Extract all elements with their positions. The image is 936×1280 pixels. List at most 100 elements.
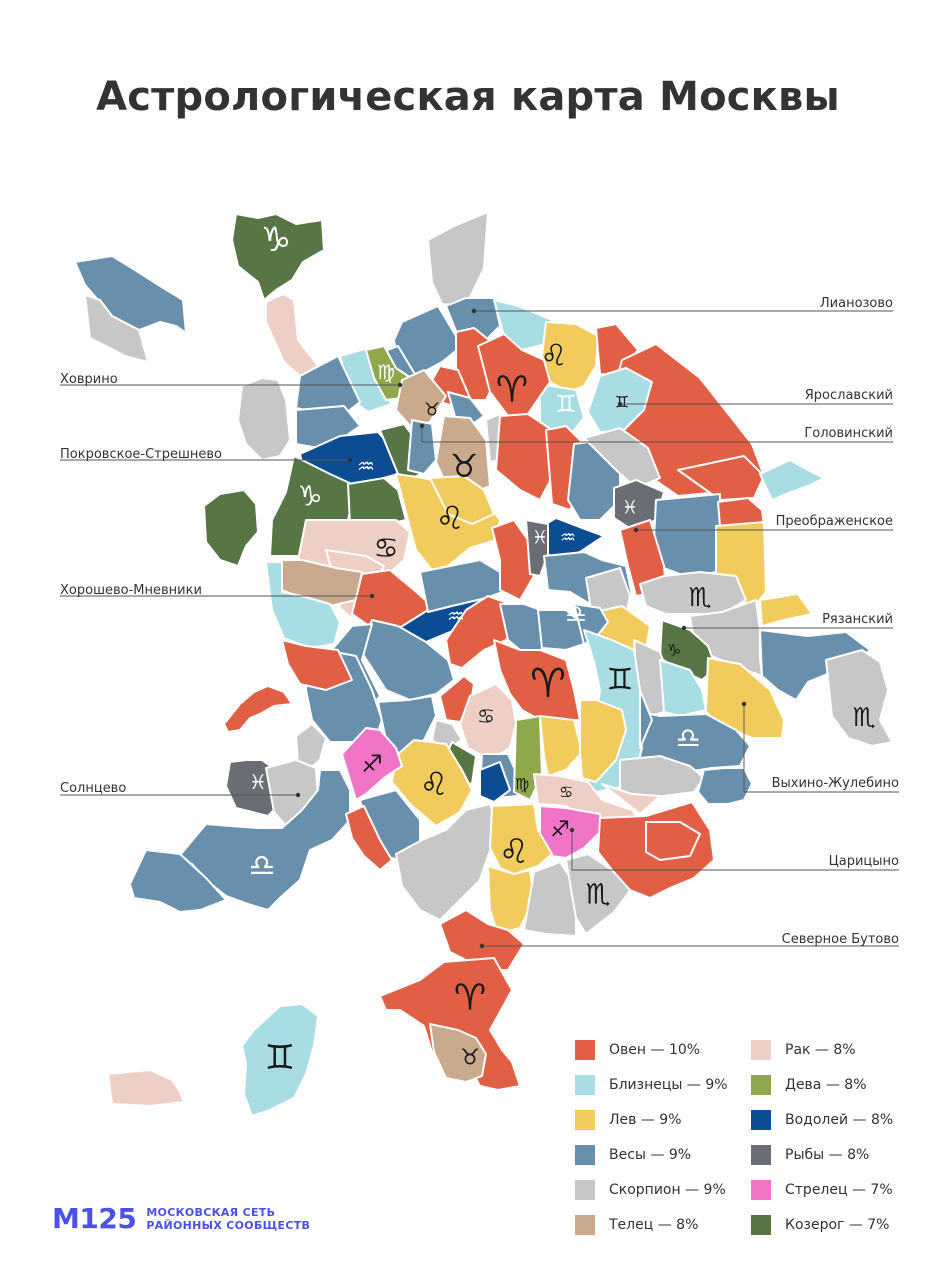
zodiac-Овен-icon: ♈ [454, 978, 486, 1019]
zodiac-Водолей-icon: ♒ [447, 604, 465, 628]
legend-swatch [575, 1040, 595, 1060]
brand-tagline: МОСКОВСКАЯ СЕТЬ РАЙОННЫХ СООБЩЕСТВ [146, 1206, 310, 1232]
legend-label: Весы — 9% [609, 1147, 692, 1163]
district-region [223, 685, 293, 733]
district-region [347, 477, 407, 525]
district-region [759, 459, 825, 501]
callout-label-vykhino: Выхино-Жулебино [771, 776, 899, 791]
callout-marker-dot [369, 593, 375, 599]
callout-marker-dot [617, 401, 623, 407]
district-region [645, 821, 701, 861]
callout-marker-dot [681, 625, 687, 631]
zodiac-Телец-icon: ♉ [450, 447, 479, 485]
zodiac-Овен-icon: ♈ [496, 370, 528, 411]
legend-label: Стрелец — 7% [785, 1182, 893, 1198]
page-title: Астрологическая карта Москвы [96, 74, 840, 120]
legend-swatch [575, 1075, 595, 1095]
legend-swatch [575, 1180, 595, 1200]
district-region [523, 861, 577, 937]
district-region [489, 803, 553, 875]
district-region [587, 367, 653, 433]
zodiac-Телец-icon: ♉ [460, 1046, 480, 1071]
callout-marker-dot [569, 827, 575, 833]
district-region [241, 1003, 319, 1117]
zodiac-Рак-icon: ♋ [559, 783, 573, 802]
district-region [459, 683, 517, 761]
zodiac-Лев-icon: ♌ [499, 832, 529, 872]
legend-swatch [751, 1040, 771, 1060]
legend-label: Скорпион — 9% [609, 1182, 726, 1198]
legend-swatch [751, 1180, 771, 1200]
zodiac-Дева-icon: ♍ [515, 775, 529, 794]
zodiac-Рак-icon: ♋ [373, 532, 398, 565]
district-region [573, 603, 609, 645]
brand-line-1: МОСКОВСКАЯ СЕТЬ [146, 1205, 276, 1219]
zodiac-Скорпион-icon: ♏ [852, 703, 875, 733]
callout-label-preobrazhenskoe: Преображенское [775, 514, 893, 529]
zodiac-Лев-icon: ♌ [436, 499, 465, 537]
district-region [429, 1023, 487, 1083]
callout-marker-dot [633, 527, 639, 533]
legend-label: Телец — 8% [609, 1217, 699, 1233]
zodiac-Рыбы-icon: ♓ [532, 528, 548, 549]
district-region [479, 761, 511, 803]
district-region [395, 369, 447, 429]
district-region [129, 849, 227, 913]
zodiac-Водолей-icon: ♒ [560, 528, 576, 549]
district-region [359, 619, 455, 701]
legend-label: Водолей — 8% [785, 1112, 894, 1128]
zodiac-Лев-icon: ♌ [420, 765, 449, 803]
callout-label-tsaritsyno: Царицыно [828, 854, 899, 869]
legend-swatch [751, 1215, 771, 1235]
legend-item: Рак — 8% [751, 1040, 856, 1060]
district-region [495, 413, 557, 501]
legend-item: Козерог — 7% [751, 1215, 889, 1235]
district-region [393, 305, 463, 377]
legend-item: Овен — 10% [575, 1040, 700, 1060]
legend-label: Рак — 8% [785, 1042, 856, 1058]
district-region [429, 475, 495, 525]
district-region [539, 715, 583, 777]
district-region [639, 689, 653, 749]
zodiac-glyphs: ♑ ♍ ♌ ♈ ♊ ♊ ♉ ♉ ♒ ♑ ♌ ♓ ♓ ♒ ♋ ♏ ♎ ♒ ♑ ♈ ♊ ♏ ♋ ♎ ♐ ♌ ♓ ♍ ♋ ♐ ♎ ♌ ♏ ♈ ♉ ♊ [249, 220, 876, 1078]
legend-label: Козерог — 7% [785, 1217, 890, 1233]
callout-marker-dot [347, 457, 353, 463]
district-region [281, 639, 353, 691]
zodiac-Весы-icon: ♎ [249, 849, 276, 884]
legend-label: Дева — 8% [785, 1077, 867, 1093]
district-region [525, 519, 549, 577]
district-region [439, 909, 525, 971]
zodiac-Рыбы-icon: ♓ [622, 498, 638, 519]
zodiac-Дева-icon: ♍ [377, 360, 395, 384]
legend-item: Стрелец — 7% [751, 1180, 893, 1200]
callout-label-ryazansky: Рязанский [822, 612, 893, 627]
zodiac-Близнецы-icon: ♊ [607, 663, 634, 698]
district-region [203, 489, 259, 567]
callout-label-khoroshevo: Хорошево-Мневники [60, 583, 202, 598]
district-region [583, 427, 661, 489]
district-region [499, 603, 543, 651]
callout-marker-dot [741, 701, 747, 707]
district-region [237, 377, 291, 461]
district-region [697, 767, 753, 805]
callout-label-khovrino: Ховрино [60, 372, 118, 387]
legend-item: Весы — 9% [575, 1145, 691, 1165]
callout-marker-dot [479, 943, 485, 949]
district-region [84, 294, 149, 363]
zodiac-Близнецы-icon: ♊ [265, 1038, 295, 1078]
district-region [265, 561, 341, 649]
brand[interactable]: M125 МОСКОВСКАЯ СЕТЬ РАЙОННЫХ СООБЩЕСТВ [52, 1202, 310, 1235]
legend-item: Дева — 8% [751, 1075, 867, 1095]
zodiac-Близнецы-icon: ♊ [615, 393, 629, 412]
legend-swatch [751, 1075, 771, 1095]
callout-label-yaroslavsky: Ярославский [804, 388, 893, 403]
legend-item: Лев — 9% [575, 1110, 682, 1130]
zodiac-Весы-icon: ♎ [675, 722, 700, 755]
callout-marker-dot [295, 792, 301, 798]
zodiac-Стрелец-icon: ♐ [361, 750, 383, 778]
callout-label-solntsevo: Солнцево [60, 781, 127, 796]
brand-logo: M125 [52, 1202, 137, 1235]
zodiac-Скорпион-icon: ♏ [688, 583, 711, 613]
district-region [601, 783, 661, 815]
